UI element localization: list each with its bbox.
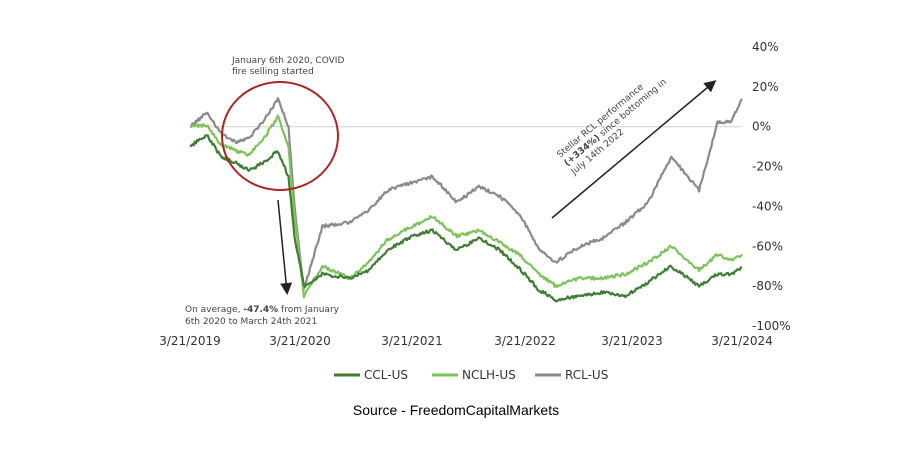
- avg-note-line2: 6th 2020 to March 24th 2021: [185, 317, 317, 327]
- x-axis: 3/21/2019 3/21/2020 3/21/2021 3/21/2022 3/21…: [159, 334, 773, 348]
- x-tick-label: 3/21/2021: [381, 334, 443, 348]
- series-line-rcl-us: [189, 97, 743, 290]
- y-tick-label: 40%: [752, 40, 779, 54]
- legend-label: NCLH-US: [462, 368, 516, 382]
- legend: CCL-US NCLH-US RCL-US: [334, 368, 608, 382]
- covid-highlight-circle: [221, 81, 339, 191]
- drop-arrow: [277, 199, 293, 295]
- x-tick-label: 3/21/2023: [601, 334, 663, 348]
- y-axis: 40% 20% 0% -20% -40% -60% -80% -100%: [752, 40, 791, 333]
- series-line-nclh-us: [189, 114, 743, 299]
- rcl-note: Stellar RCL performance (+334%) since bo…: [556, 77, 669, 177]
- x-tick-label: 3/21/2022: [494, 334, 556, 348]
- avg-note-post: from January: [278, 305, 339, 315]
- covid-note-line1: January 6th 2020, COVID: [231, 56, 344, 66]
- legend-label: RCL-US: [565, 368, 608, 382]
- y-tick-label: -20%: [752, 160, 783, 174]
- y-tick-label: 0%: [752, 120, 771, 134]
- covid-note-line2: fire selling started: [232, 67, 314, 77]
- series-line-ccl-us: [189, 134, 743, 303]
- y-tick-label: 20%: [752, 80, 779, 94]
- y-tick-label: -80%: [752, 279, 783, 293]
- x-tick-label: 3/21/2024: [711, 334, 773, 348]
- series-group: [189, 97, 743, 303]
- rcl-note-line2: (+334%) since bottoming in: [563, 77, 669, 168]
- rcl-arrow: [551, 80, 717, 219]
- avg-note-bold: -47.4%: [243, 305, 278, 315]
- source-caption: Source - FreedomCapitalMarkets: [352, 402, 560, 418]
- y-tick-label: -40%: [752, 199, 783, 213]
- avg-note-line1: On average, -47.4% from January: [185, 305, 340, 315]
- x-tick-label: 3/21/2019: [159, 334, 221, 348]
- x-tick-label: 3/21/2020: [269, 334, 331, 348]
- y-tick-label: -100%: [752, 319, 791, 333]
- avg-note-pre: On average,: [185, 305, 243, 315]
- y-tick-label: -60%: [752, 239, 783, 253]
- legend-label: CCL-US: [364, 368, 408, 382]
